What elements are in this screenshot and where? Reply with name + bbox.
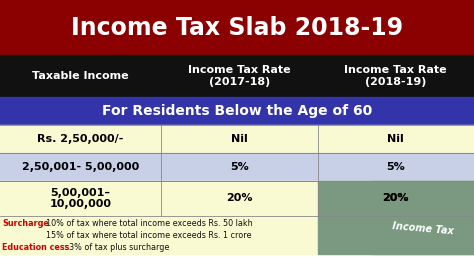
Text: Nil: Nil [387,134,404,144]
Text: Income Tax Rate
(2018-19): Income Tax Rate (2018-19) [345,65,447,87]
Bar [0,0,474,55]
Text: Income Tax Rate
(2017-18): Income Tax Rate (2017-18) [188,65,291,87]
Text: 20%: 20% [226,193,253,203]
Text: Income Tax Slab 2018-19: Income Tax Slab 2018-19 [71,16,403,40]
Text: For Residents Below the Age of 60: For Residents Below the Age of 60 [102,104,372,118]
Bar [0,181,474,216]
Text: 5,00,001–
10,00,000: 5,00,001– 10,00,000 [50,188,111,209]
Text: : 3% of tax plus surcharge: : 3% of tax plus surcharge [64,243,169,252]
Bar [0,125,474,153]
Text: 2,50,001- 5,00,000: 2,50,001- 5,00,000 [22,162,139,172]
Text: Income Tax: Income Tax [392,221,454,236]
Text: Rs. 2,50,000/-: Rs. 2,50,000/- [37,134,124,144]
Text: Education cess: Education cess [2,243,70,252]
Text: Surcharge: Surcharge [2,219,49,228]
Bar [0,97,474,125]
Text: 5%: 5% [386,162,405,172]
Bar [0,216,372,254]
Text: 15% of tax where total income exceeds Rs. 1 crore: 15% of tax where total income exceeds Rs… [41,231,251,240]
Bar [0,153,474,181]
Text: 20%: 20% [383,193,409,203]
Bar [318,181,474,254]
Bar [0,55,474,97]
Text: 20%: 20% [383,193,409,203]
Text: 5%: 5% [230,162,249,172]
Bar [372,181,474,254]
Text: Taxable Income: Taxable Income [32,71,129,81]
Text: : 10% of tax where total income exceeds Rs. 50 lakh: : 10% of tax where total income exceeds … [41,219,252,228]
Text: Nil: Nil [231,134,248,144]
